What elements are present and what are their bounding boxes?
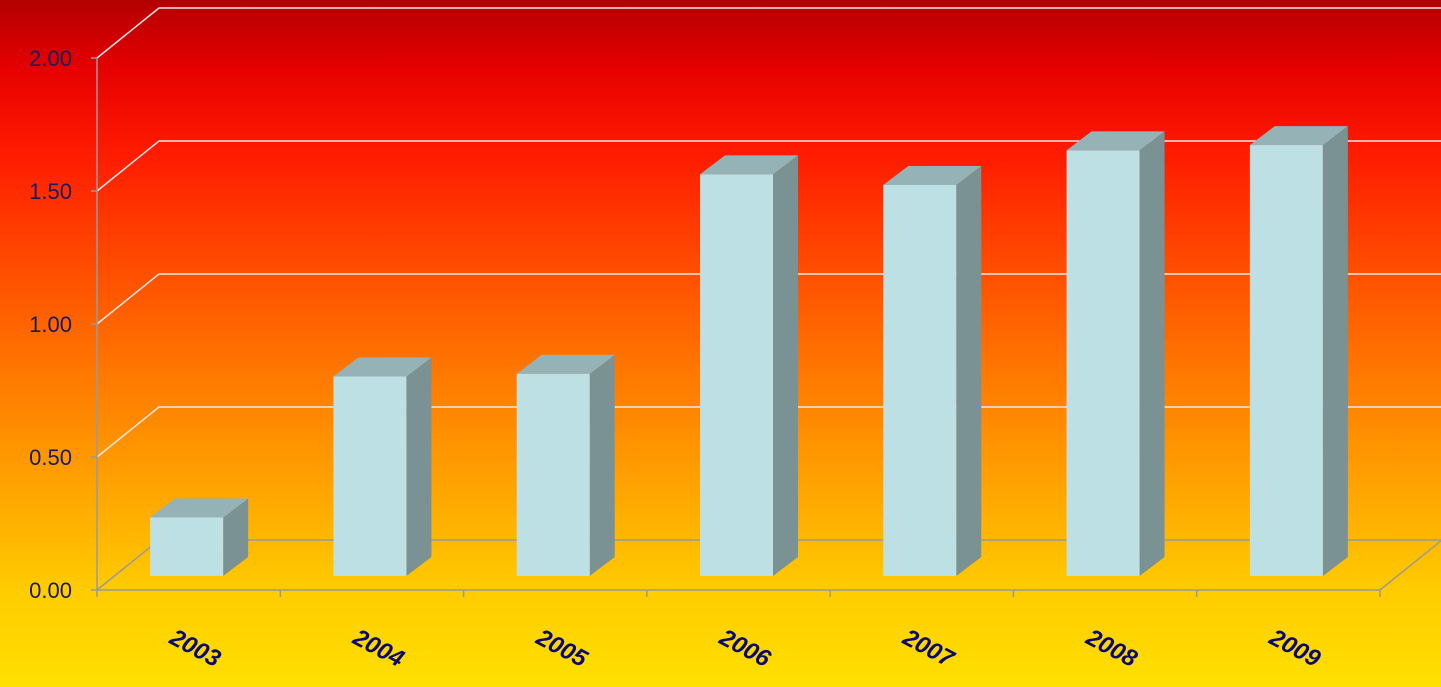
gridline bbox=[96, 140, 1441, 192]
bar-top bbox=[333, 357, 432, 377]
x-tick-label: 2005 bbox=[531, 623, 592, 673]
bar-2006 bbox=[700, 155, 798, 576]
x-tick-label: 2008 bbox=[1081, 623, 1142, 673]
bar-front bbox=[333, 376, 407, 576]
x-tick-label: 2003 bbox=[164, 623, 225, 673]
bar-2005 bbox=[516, 354, 615, 576]
bar-side bbox=[956, 165, 982, 577]
bar-side bbox=[406, 357, 432, 576]
bar-top bbox=[883, 165, 982, 185]
bar-top bbox=[516, 354, 615, 374]
y-tick-label: 1.50 bbox=[29, 179, 72, 204]
bar-front bbox=[1249, 145, 1323, 576]
gridlines bbox=[96, 7, 1441, 591]
bar-top bbox=[1249, 126, 1348, 146]
bar-2004 bbox=[333, 357, 432, 576]
x-tick-label: 2004 bbox=[348, 623, 409, 672]
x-tick-label: 2007 bbox=[898, 623, 960, 673]
bar-2009 bbox=[1249, 126, 1348, 576]
bar-2003 bbox=[150, 498, 249, 576]
bar-side bbox=[589, 354, 615, 576]
x-tick-label: 2006 bbox=[714, 623, 775, 673]
y-tick-label: 0.50 bbox=[29, 445, 72, 470]
bar-front bbox=[883, 184, 957, 577]
bar-2007 bbox=[883, 165, 982, 577]
x-tick-labels: 2003 2004 2005 2006 2007 2008 2009 bbox=[164, 623, 1325, 673]
bar-2008 bbox=[1066, 131, 1165, 576]
bar-side bbox=[223, 498, 249, 576]
gridline bbox=[96, 273, 1441, 325]
axes bbox=[91, 57, 1441, 597]
bars bbox=[150, 126, 1348, 577]
y-tick-label: 1.00 bbox=[29, 312, 72, 337]
bar-top bbox=[1066, 131, 1165, 151]
bar-side bbox=[1139, 131, 1165, 576]
bar-side bbox=[1322, 126, 1348, 576]
bar-top bbox=[700, 155, 798, 175]
bar-front bbox=[1066, 150, 1140, 576]
y-tick-label: 0.00 bbox=[29, 578, 72, 603]
x-tick-label: 2009 bbox=[1264, 623, 1325, 673]
gridline bbox=[96, 7, 1441, 59]
y-tick-label: 2.00 bbox=[29, 46, 72, 71]
floor-right-edge bbox=[1379, 539, 1441, 591]
y-tick-labels: 0.00 0.50 1.00 1.50 2.00 bbox=[29, 46, 72, 603]
bar-front bbox=[700, 174, 773, 576]
bar-top bbox=[150, 498, 249, 518]
bar-front bbox=[150, 517, 224, 576]
bar-front bbox=[516, 373, 590, 576]
bar-side bbox=[773, 155, 798, 576]
gridline bbox=[96, 406, 1441, 458]
